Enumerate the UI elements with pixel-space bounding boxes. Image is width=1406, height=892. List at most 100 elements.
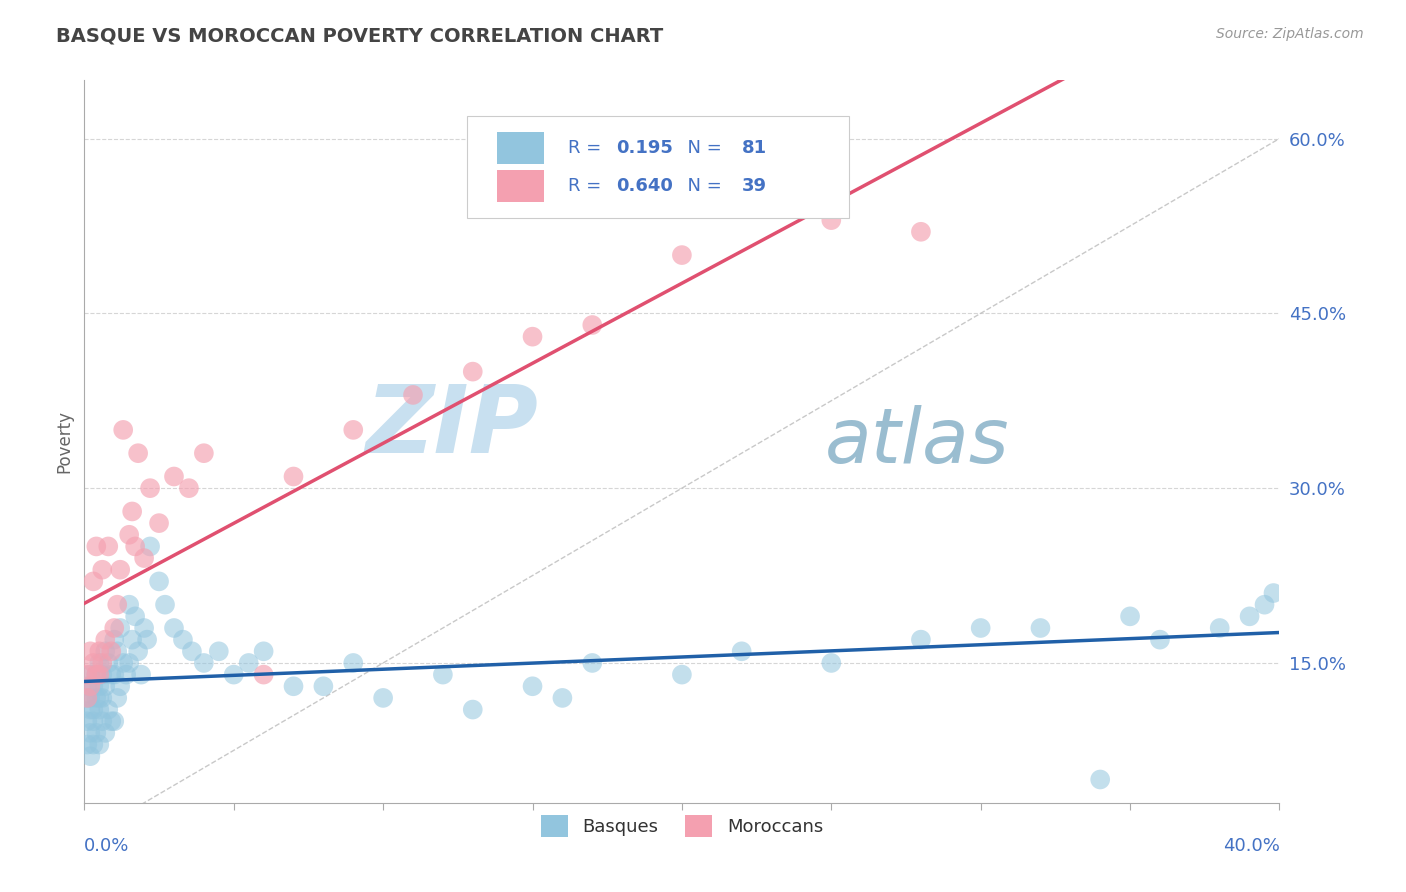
Point bbox=[522, 679, 544, 693]
Point bbox=[910, 225, 932, 239]
Point bbox=[1253, 598, 1275, 612]
Point bbox=[820, 213, 842, 227]
Point bbox=[82, 679, 104, 693]
Point bbox=[103, 714, 125, 729]
Point bbox=[671, 667, 693, 681]
Point bbox=[97, 702, 120, 716]
Point bbox=[89, 656, 111, 670]
Point bbox=[148, 516, 170, 530]
Point bbox=[1239, 609, 1261, 624]
Point bbox=[127, 446, 149, 460]
Point bbox=[163, 621, 186, 635]
Point bbox=[115, 667, 138, 681]
Point bbox=[910, 632, 932, 647]
Point bbox=[110, 621, 132, 635]
Point bbox=[105, 690, 128, 705]
Point bbox=[89, 667, 111, 681]
Point bbox=[181, 644, 204, 658]
Point bbox=[100, 667, 122, 681]
Point bbox=[76, 714, 98, 729]
Point bbox=[193, 656, 215, 670]
Point bbox=[105, 644, 128, 658]
Point bbox=[671, 248, 693, 262]
Point bbox=[124, 540, 146, 554]
Point bbox=[112, 423, 135, 437]
Point bbox=[1029, 621, 1052, 635]
Point bbox=[522, 329, 544, 343]
Point bbox=[76, 690, 98, 705]
Point bbox=[118, 598, 141, 612]
Point bbox=[91, 667, 114, 681]
Point bbox=[100, 644, 122, 658]
Text: 0.195: 0.195 bbox=[616, 139, 673, 157]
Point bbox=[103, 621, 125, 635]
Point bbox=[76, 690, 98, 705]
Point bbox=[89, 679, 111, 693]
Point bbox=[153, 598, 176, 612]
Point bbox=[127, 644, 149, 658]
Point bbox=[82, 738, 104, 752]
Point bbox=[110, 679, 132, 693]
Point bbox=[76, 679, 98, 693]
Point bbox=[342, 423, 364, 437]
Point bbox=[129, 667, 152, 681]
Point bbox=[820, 656, 842, 670]
Point bbox=[97, 656, 120, 670]
Point bbox=[373, 690, 395, 705]
Point bbox=[238, 656, 260, 670]
Point bbox=[79, 690, 101, 705]
Text: 0.640: 0.640 bbox=[616, 177, 673, 195]
Point bbox=[103, 667, 125, 681]
Point bbox=[112, 656, 135, 670]
Point bbox=[89, 644, 111, 658]
Point bbox=[177, 481, 200, 495]
Point bbox=[76, 667, 98, 681]
FancyBboxPatch shape bbox=[496, 169, 544, 202]
Point bbox=[79, 702, 101, 716]
Point bbox=[91, 690, 114, 705]
Text: 81: 81 bbox=[742, 139, 766, 157]
Point bbox=[79, 667, 101, 681]
Point bbox=[100, 714, 122, 729]
Point bbox=[79, 679, 101, 693]
Text: ZIP: ZIP bbox=[366, 381, 538, 473]
Point bbox=[1090, 772, 1112, 787]
Point bbox=[89, 690, 111, 705]
Point bbox=[1149, 632, 1171, 647]
Point bbox=[82, 574, 104, 589]
Point bbox=[121, 632, 143, 647]
Text: Source: ZipAtlas.com: Source: ZipAtlas.com bbox=[1216, 27, 1364, 41]
Point bbox=[105, 598, 128, 612]
Point bbox=[103, 632, 125, 647]
Point bbox=[86, 726, 108, 740]
Point bbox=[86, 690, 108, 705]
Point bbox=[82, 714, 104, 729]
Point bbox=[731, 644, 754, 658]
Point bbox=[172, 632, 194, 647]
Legend: Basques, Moroccans: Basques, Moroccans bbox=[533, 808, 831, 845]
Point bbox=[94, 632, 117, 647]
Text: R =: R = bbox=[568, 177, 613, 195]
Point bbox=[222, 667, 245, 681]
Point bbox=[1119, 609, 1142, 624]
Point bbox=[86, 540, 108, 554]
Point bbox=[79, 644, 101, 658]
Point bbox=[132, 621, 156, 635]
Point bbox=[139, 540, 162, 554]
Point bbox=[970, 621, 993, 635]
FancyBboxPatch shape bbox=[496, 132, 544, 164]
Point bbox=[124, 609, 146, 624]
Point bbox=[132, 551, 156, 566]
Point bbox=[91, 714, 114, 729]
Text: N =: N = bbox=[676, 177, 727, 195]
Point bbox=[461, 702, 484, 716]
Point bbox=[139, 481, 162, 495]
Point bbox=[432, 667, 454, 681]
Point bbox=[82, 702, 104, 716]
Text: BASQUE VS MOROCCAN POVERTY CORRELATION CHART: BASQUE VS MOROCCAN POVERTY CORRELATION C… bbox=[56, 27, 664, 45]
Point bbox=[208, 644, 231, 658]
Point bbox=[97, 540, 120, 554]
Text: 40.0%: 40.0% bbox=[1223, 838, 1279, 855]
Point bbox=[163, 469, 186, 483]
Point bbox=[1209, 621, 1232, 635]
